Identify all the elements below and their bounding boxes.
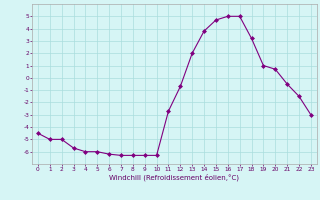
- X-axis label: Windchill (Refroidissement éolien,°C): Windchill (Refroidissement éolien,°C): [109, 173, 239, 181]
